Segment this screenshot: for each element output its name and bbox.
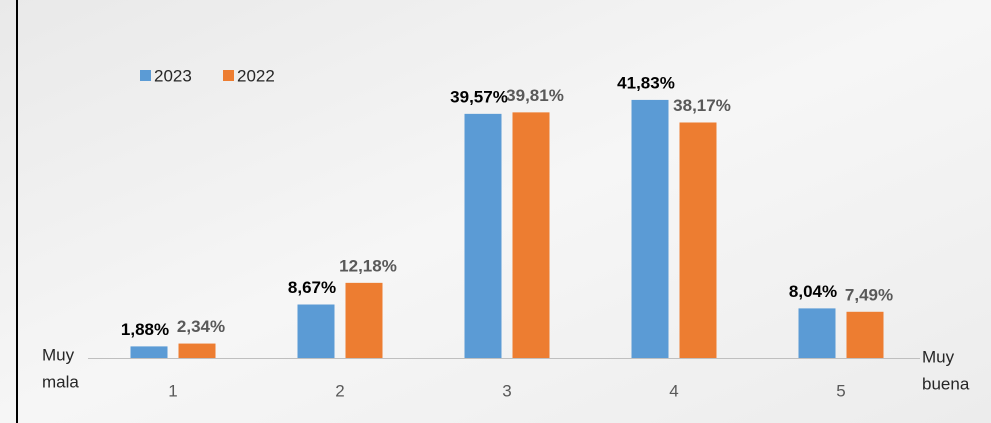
data-label: 12,18% [339, 256, 397, 275]
data-label: 8,67% [288, 278, 336, 297]
bar [512, 112, 550, 358]
legend-swatch [140, 70, 151, 81]
bar [679, 122, 717, 359]
bar [798, 308, 836, 358]
axis-end-label: Muy [922, 347, 955, 366]
data-label: 1,88% [121, 320, 169, 339]
bar [297, 304, 335, 358]
x-tick-label: 3 [502, 381, 511, 400]
legend-label: 2023 [154, 66, 192, 85]
bar [631, 99, 669, 358]
data-label: 8,04% [789, 282, 837, 301]
x-tick-label: 1 [168, 381, 177, 400]
bar [846, 311, 884, 358]
data-label: 38,17% [673, 96, 731, 115]
data-label: 39,81% [506, 86, 564, 105]
bar [345, 282, 383, 358]
data-label: 7,49% [845, 285, 893, 304]
x-tick-label: 5 [836, 381, 845, 400]
bar [178, 343, 216, 358]
data-label: 2,34% [177, 317, 225, 336]
x-tick-label: 4 [669, 381, 678, 400]
axis-start-label: Muy [42, 345, 75, 364]
bar [130, 346, 168, 358]
legend-swatch [223, 70, 234, 81]
data-label: 41,83% [617, 73, 675, 92]
data-label: 39,57% [450, 87, 508, 106]
axis-start-label: mala [42, 372, 79, 391]
x-tick-label: 2 [335, 381, 344, 400]
legend-label: 2022 [237, 66, 275, 85]
axis-end-label: buena [922, 374, 970, 393]
bar [464, 113, 502, 358]
